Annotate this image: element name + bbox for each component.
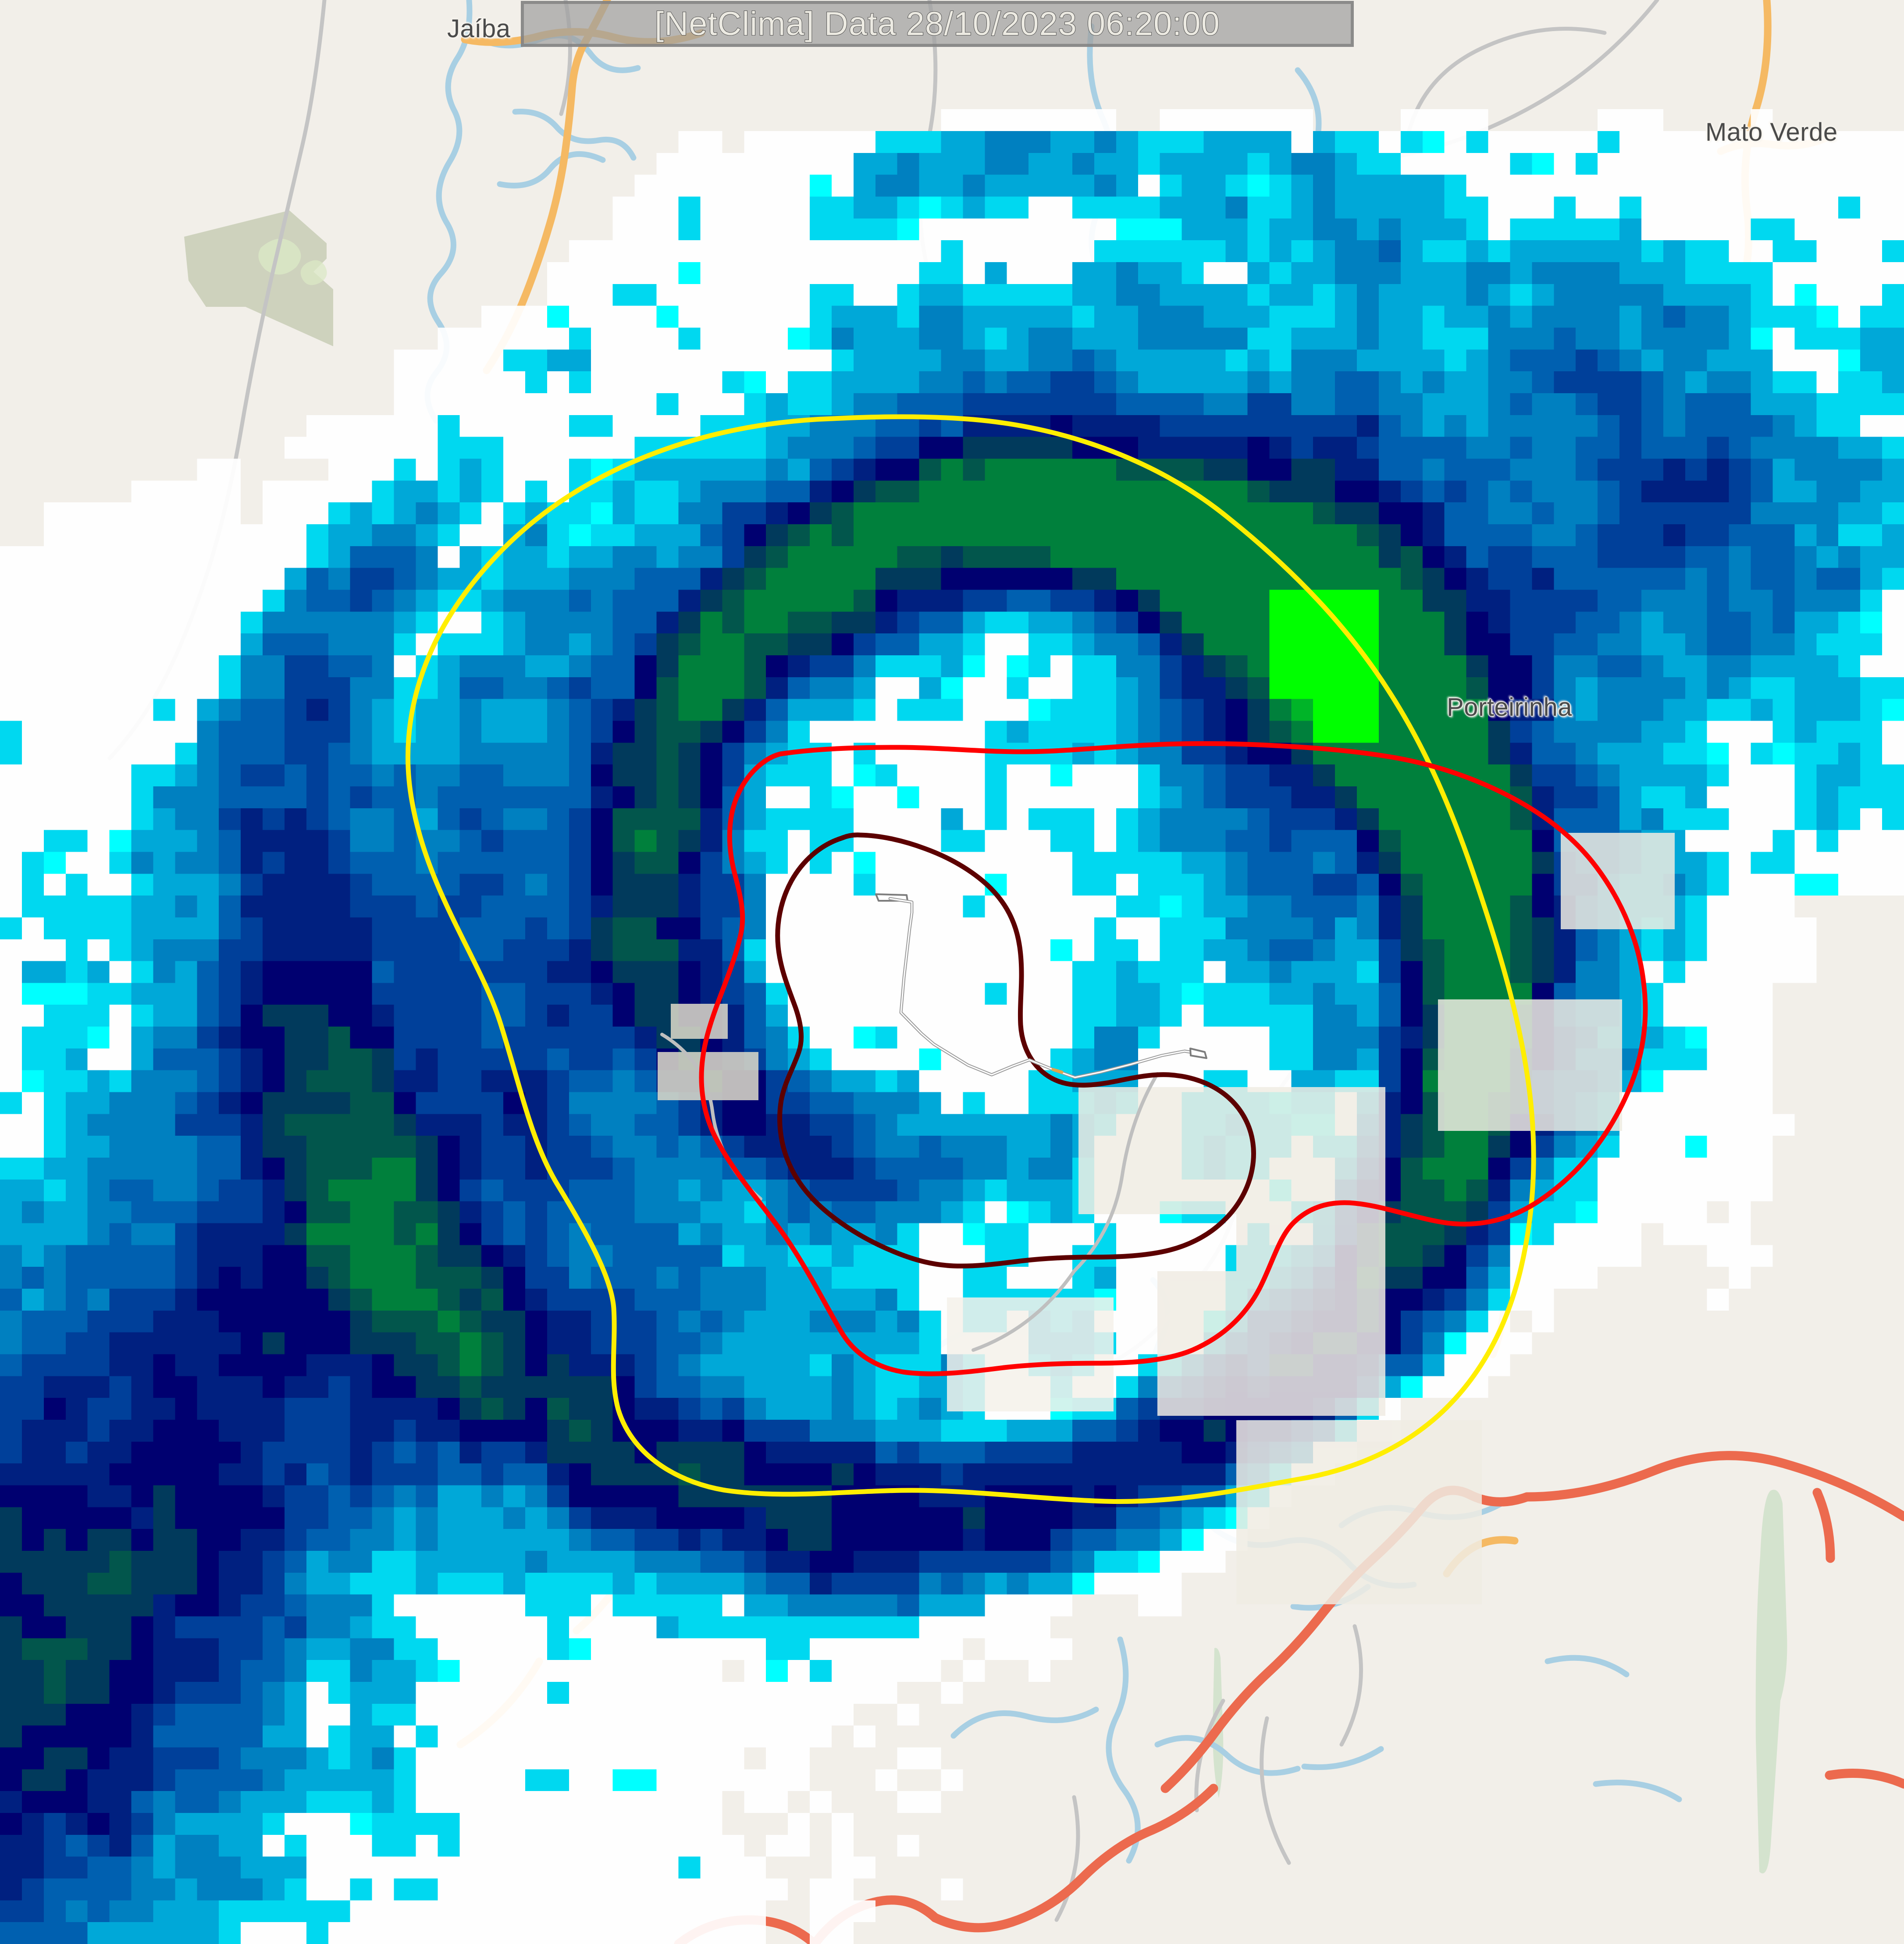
inner-ring-maroon-path — [775, 832, 1256, 1269]
track-line-gray-path — [875, 893, 1207, 1079]
mid-ring-red-path — [699, 741, 1648, 1376]
outer-ring-yellow-path — [406, 414, 1536, 1504]
place-label-jaiba: Jaíba — [447, 14, 511, 43]
place-label-porteirinha: Porteirinha — [1447, 693, 1572, 721]
title-banner-text: [NetClima] Data 28/10/2023 06:20:00 — [654, 5, 1220, 43]
title-banner: [NetClima] Data 28/10/2023 06:20:00 — [521, 1, 1354, 47]
place-label-mato-verde: Mato Verde — [1705, 118, 1838, 146]
